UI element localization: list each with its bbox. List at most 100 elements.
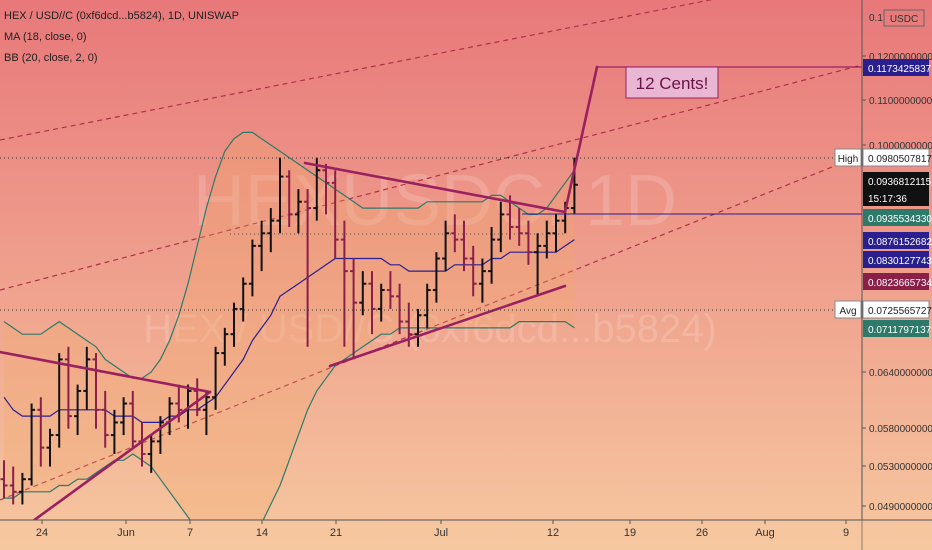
candle [46, 428, 54, 467]
symbol-line: HEX / USD//C (0xf6dcd...b5824), 1D, UNIS… [4, 10, 239, 22]
candles [0, 157, 578, 505]
candle [285, 170, 293, 227]
candle [202, 390, 210, 436]
candle [359, 271, 367, 316]
bb-fill [4, 132, 575, 520]
trendline-4 [563, 65, 599, 214]
watermark-symbol: HEXUSDC, 1D [193, 161, 677, 241]
currency-badge: USDC [890, 14, 918, 25]
price-label-bg [862, 300, 930, 319]
time-axis-bg [0, 520, 932, 550]
time-tick-label: Jun [117, 527, 135, 539]
currency-badge-box [883, 9, 925, 27]
price-top-label: 0.1 [869, 13, 883, 24]
candle [451, 214, 459, 253]
price-label-value: 0.0725565727 [868, 306, 932, 317]
time-axis: 24 Jun 7 14 21 Jul 12 19 26 Aug 9 [0, 519, 932, 550]
price-label: 15:17:36 [863, 189, 929, 206]
price-label-bg [863, 273, 929, 290]
price-tick-label: 0.1000000000 [869, 141, 932, 152]
candle [55, 353, 63, 448]
candle [74, 384, 82, 436]
candle [28, 403, 36, 486]
price-label-bg [863, 209, 929, 226]
candle [83, 346, 91, 410]
annotation-box [625, 66, 719, 99]
time-tick-label: 26 [696, 527, 708, 539]
candle [469, 245, 477, 297]
bollinger-bands [3, 131, 575, 520]
price-tick-label: 0.0580000000 [869, 424, 932, 435]
candle [239, 277, 247, 322]
candle [552, 214, 560, 253]
candle [386, 271, 394, 309]
trendline-3 [328, 284, 567, 368]
time-tick-label: 14 [256, 527, 268, 539]
price-label-value: 0.0936812115 [868, 177, 932, 188]
price-label-tag: Avg [839, 306, 856, 317]
price-label-tag-bg [834, 300, 862, 319]
candle [147, 435, 155, 473]
candle [92, 353, 100, 429]
candle [497, 201, 505, 253]
candle [120, 397, 128, 436]
price-label-value: 0.0876152682 [868, 237, 932, 248]
candle [524, 220, 532, 265]
price-label: 0.0823665734 [863, 273, 932, 290]
candle [396, 283, 404, 335]
candle [414, 308, 422, 347]
candle [460, 220, 468, 272]
candle [258, 220, 266, 272]
indicator-ma[interactable]: MA (18, close, 0) [4, 31, 87, 43]
channel-line-0 [0, 0, 713, 141]
price-tick-label: 0.0490000000 [869, 502, 932, 513]
price-tick-label: 0.0640000000 [869, 368, 932, 379]
price-label: 0.0711797137 [863, 320, 932, 337]
candle [322, 163, 330, 215]
candle [304, 189, 312, 347]
price-label: 0.1173425837 [863, 59, 932, 76]
candle [9, 466, 17, 505]
price-label: 0.0935534330 [863, 209, 932, 226]
candle [101, 390, 109, 448]
price-label: 0.0830127743 [863, 251, 932, 268]
time-tick-label: Jul [434, 527, 448, 539]
price-label: 0.0980507817 High [0, 148, 932, 167]
candle [423, 283, 431, 328]
price-label: 0.0936812115 [863, 172, 932, 189]
price-label: 0.0876152682 [863, 232, 932, 249]
annotation: 12 Cents! [625, 66, 719, 99]
candle [230, 302, 238, 347]
candle [442, 220, 450, 272]
candle [110, 409, 118, 454]
channel-lines [0, 0, 862, 501]
candle [0, 460, 8, 499]
price-label-bg [863, 251, 929, 268]
watermark: HEXUSDC, 1D HEX / USD//C (0xf6dcd...b582… [143, 161, 717, 351]
candle [221, 327, 229, 366]
time-tick-label: 7 [187, 527, 193, 539]
candle [515, 208, 523, 246]
price-tick-label: 0.1200000000 [869, 52, 932, 63]
candle [18, 472, 26, 505]
channel-line-2 [0, 154, 862, 501]
watermark-name: HEX / USD//C (0xf6dcd...b5824) [143, 307, 717, 351]
bb-lower-line [4, 321, 575, 520]
price-label-value: 0.1173425837 [868, 64, 932, 75]
candle [276, 157, 284, 234]
indicator-bb[interactable]: BB (20, close, 2, 0) [4, 52, 98, 64]
price-label-bg [862, 148, 930, 167]
candle [267, 208, 275, 253]
price-label-value: 0.0830127743 [868, 256, 932, 267]
legend: HEX / USD//C (0xf6dcd...b5824), 1D, UNIS… [4, 6, 239, 69]
price-label-bg [863, 189, 929, 206]
candle [377, 283, 385, 322]
candle [488, 226, 496, 284]
price-label-value: 0.0935534330 [868, 214, 932, 225]
price-tick-label: 0.1100000000 [869, 96, 932, 107]
price-label-bg [863, 320, 929, 337]
